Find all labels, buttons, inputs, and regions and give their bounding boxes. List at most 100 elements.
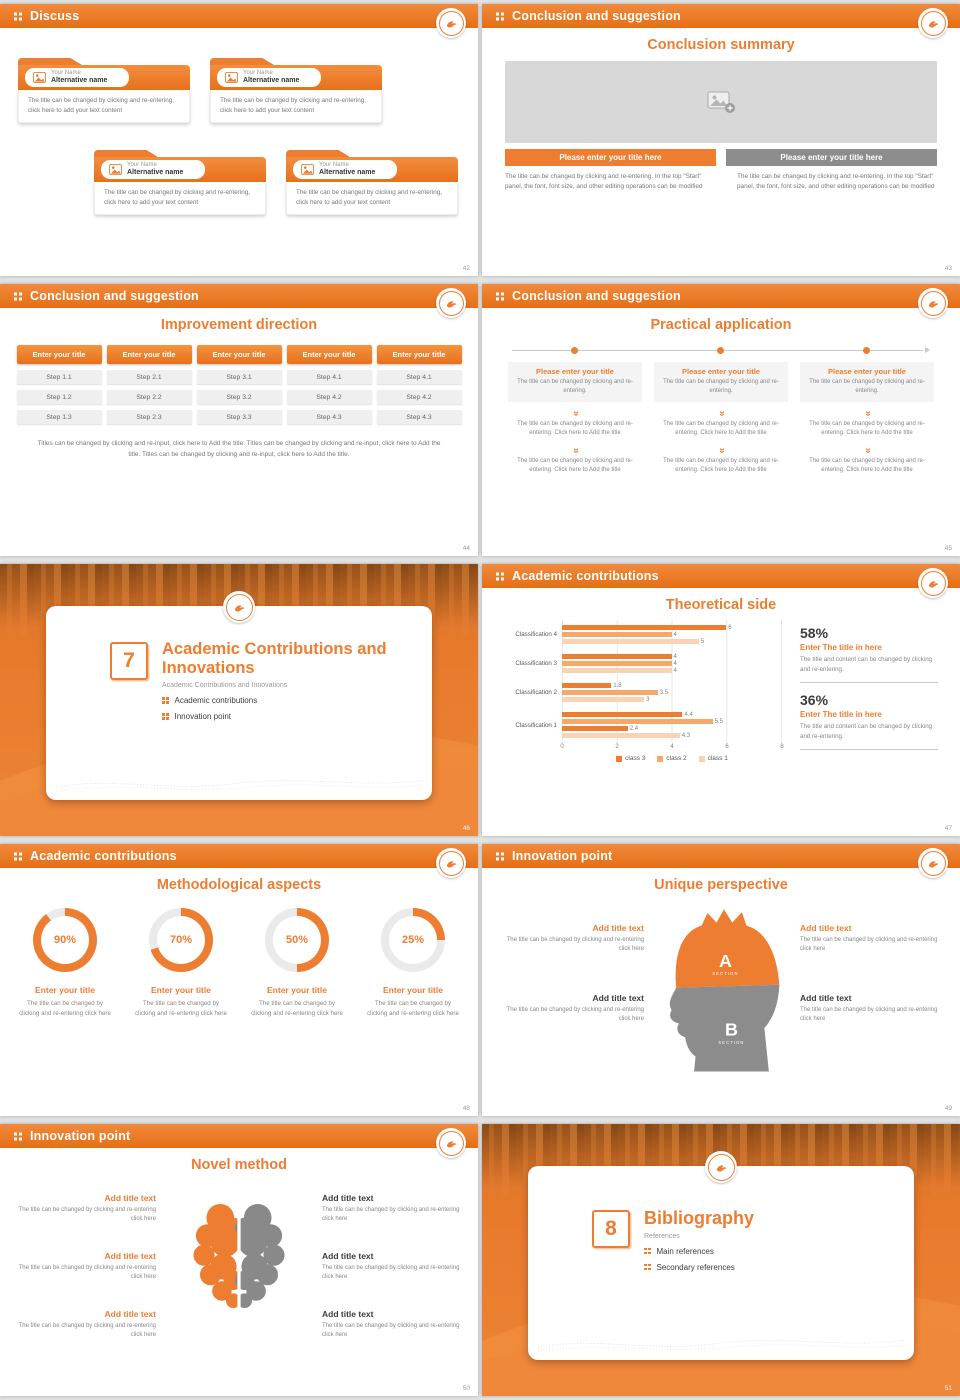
header-dots-icon <box>14 292 17 295</box>
university-logo <box>436 1128 466 1158</box>
slide-42-discuss[interactable]: Discuss Your Name Alternative name The t… <box>0 4 478 276</box>
column-subtext: The title can be changed by clicking and… <box>809 379 925 394</box>
chart-bar-value: 1.8 <box>613 682 622 689</box>
page-number: 44 <box>462 545 470 552</box>
slide-44-improvement-direction[interactable]: Conclusion and suggestion Improvement di… <box>0 284 478 556</box>
description-text: The title can be changed by clicking and… <box>505 173 703 191</box>
header-title: Conclusion and suggestion <box>512 9 681 23</box>
chart-category-label: Classification 2 <box>515 689 557 696</box>
text-block: Add title text The title can be changed … <box>322 1193 462 1225</box>
step-box: Step 2.2 <box>106 390 192 404</box>
column-text: The title can be changed by clicking and… <box>517 421 633 437</box>
chart-bar-value: 5.5 <box>714 718 723 725</box>
chart-bar <box>562 654 672 659</box>
head-silhouette: A SECTION B SECTION <box>669 909 780 1072</box>
chart-bar <box>562 697 645 702</box>
column-text: The title can be changed by clicking and… <box>809 457 925 473</box>
card-body-text: The title can be changed by clicking and… <box>210 90 382 123</box>
bullet-dots-icon <box>644 1263 647 1267</box>
page-number: 45 <box>944 545 952 552</box>
chart-bar-group: 6 4 5 <box>562 620 782 649</box>
footer-text: Titles can be changed by clicking and re… <box>37 440 441 459</box>
bar-chart: Classification 4 6 4 5 Classification 3 4 4 4 Cl… <box>504 620 784 762</box>
chart-x-tick: 6 <box>725 744 729 750</box>
stat-title: Enter The title in here <box>800 709 882 719</box>
card-alt-name: Alternative name <box>319 168 376 176</box>
donut-item: 25% Enter your title The title can be ch… <box>360 908 466 1019</box>
slide-50-novel-method[interactable]: Innovation point Novel method Add title … <box>0 1124 478 1396</box>
step-column: Enter your title Step 2.1 Step 2.2 Step … <box>106 345 192 424</box>
chevron-down-icon: » <box>716 447 727 452</box>
chart-x-ticks: 0 2 4 6 8 <box>560 743 783 752</box>
chart-bar <box>562 639 699 644</box>
chart-bar-value: 3.5 <box>659 689 669 696</box>
slide-49-unique-perspective[interactable]: Innovation point Unique perspective A SE… <box>482 844 960 1116</box>
donut-description: The title can be changed by clicking and… <box>251 1000 343 1017</box>
column-title: Please enter your title <box>682 367 760 376</box>
card-name-label: Your Name <box>319 162 349 168</box>
text-block-desc: The title can be changed by clicking and… <box>322 1207 460 1223</box>
text-block-title: Add title text <box>800 923 852 933</box>
chart-bar-value: 6 <box>728 624 732 631</box>
text-block: Add title text The title can be changed … <box>322 1251 462 1283</box>
bar-chart-rows: Classification 4 6 4 5 Classification 3 4 4 4 Cl… <box>504 620 782 743</box>
text-block-desc: The title can be changed by clicking and… <box>506 937 644 953</box>
column-text: The title can be changed by clicking and… <box>663 421 779 437</box>
text-block-title: Add title text <box>104 1251 156 1261</box>
page-number: 42 <box>462 265 470 272</box>
chart-bar-value: 5 <box>700 638 705 645</box>
slide-47-theoretical-side[interactable]: Academic contributions Theoretical side … <box>482 564 960 836</box>
step-column: Enter your title Step 1.1 Step 1.2 Step … <box>16 345 102 424</box>
chart-category-label: Classification 3 <box>515 660 557 667</box>
folder-card-header: Your Name Alternative name <box>210 65 382 90</box>
stat-title: Enter The title in here <box>800 643 882 652</box>
step-box: Step 2.3 <box>106 410 192 424</box>
donut-chart: 70% <box>149 908 213 972</box>
slide-title: Practical application <box>650 317 792 333</box>
slide-45-practical-application[interactable]: Conclusion and suggestion Practical appl… <box>482 284 960 556</box>
timeline <box>512 346 930 355</box>
donut-chart: 25% <box>381 908 445 972</box>
chart-category-label: Classification 1 <box>515 721 557 729</box>
card-alt-name: Alternative name <box>243 76 300 84</box>
header-title: Academic contributions <box>512 569 659 583</box>
image-placeholder-icon <box>707 91 735 113</box>
chart-legend-item: class 1 <box>698 755 728 762</box>
chevron-down-icon: » <box>862 410 873 416</box>
donut-chart: 50% <box>265 908 329 972</box>
card-name-label: Your Name <box>127 162 157 168</box>
section-a-label: A <box>719 951 732 971</box>
slide-title: Novel method <box>191 1157 287 1173</box>
page-number: 46 <box>462 825 470 832</box>
text-block: Add title text The title can be changed … <box>800 923 940 955</box>
header-dots-icon <box>496 12 499 15</box>
chart-bar-value: 2.4 <box>629 725 639 732</box>
chart-bar <box>562 632 672 637</box>
slide-48-methodological-aspects[interactable]: Academic contributions Methodological as… <box>0 844 478 1116</box>
slide-header: Discuss <box>0 4 478 38</box>
section-title: Bibliography <box>644 1208 755 1228</box>
section-subtitle: Academic Contributions and Innovations <box>162 681 288 689</box>
chevron-down-icon: » <box>716 410 727 416</box>
application-column: Please enter your title The title can be… <box>654 362 788 475</box>
text-block-title: Add title text <box>322 1193 374 1203</box>
page-number: 47 <box>944 825 952 832</box>
profile-card: Your Name Alternative name The title can… <box>210 58 382 123</box>
step-box: Step 1.2 <box>16 390 102 404</box>
chart-bar-value: 4 <box>673 653 677 660</box>
section-b-sublabel: SECTION <box>718 1040 744 1045</box>
step-box: Step 2.1 <box>106 370 192 384</box>
header-dots-icon <box>14 852 17 855</box>
chart-bar <box>562 625 727 630</box>
folder-tab-icon <box>286 150 350 157</box>
photo-icon <box>301 164 314 175</box>
text-block-desc: The title can be changed by clicking and… <box>800 937 938 953</box>
header-title: Conclusion and suggestion <box>512 289 681 303</box>
donut-description: The title can be changed by clicking and… <box>19 1000 111 1017</box>
dotted-wave-decoration <box>538 1339 904 1352</box>
slide-46-section-cover[interactable]: 7 Academic Contributions and Innovations… <box>0 564 478 836</box>
slide-51-bibliography-cover[interactable]: 8 Bibliography References Main reference… <box>482 1124 960 1396</box>
chart-row: Classification 2 1.8 3.5 3 <box>504 678 782 707</box>
slide-43-conclusion-summary[interactable]: Conclusion and suggestion Conclusion sum… <box>482 4 960 276</box>
